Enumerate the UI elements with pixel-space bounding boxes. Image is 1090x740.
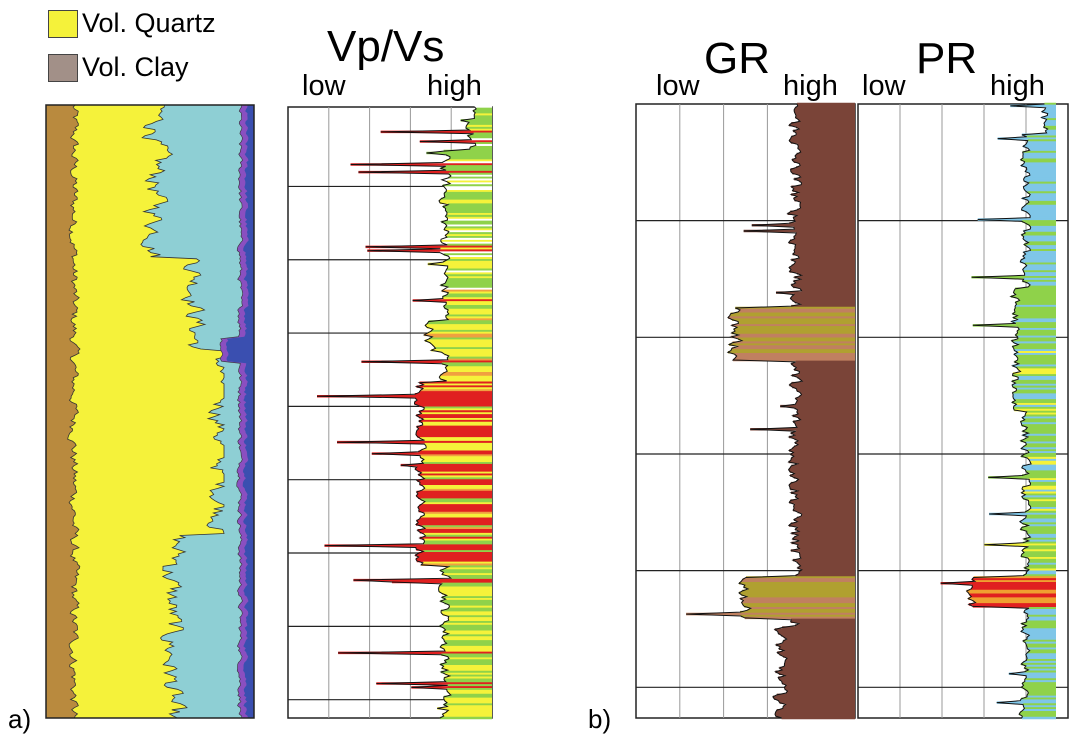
blue-band — [226, 105, 254, 718]
panel-b-letter: b) — [588, 704, 612, 734]
legend-swatch-quartz — [48, 10, 78, 38]
pr-title: PR — [916, 34, 978, 83]
gr-title: GR — [704, 34, 770, 83]
gr-low-label: low — [656, 70, 700, 102]
gr-trace — [686, 103, 804, 719]
pr-high-label: high — [990, 70, 1045, 102]
vpvs-low-label: low — [302, 70, 346, 102]
legend-label-quartz: Vol. Quartz — [82, 8, 216, 38]
purple-band — [219, 104, 255, 719]
vpvs-trace — [316, 106, 477, 719]
pr-low-label: low — [862, 70, 906, 102]
mineral-log-border — [45, 104, 255, 719]
quartz-area — [45, 104, 226, 719]
legend-swatch-clay — [48, 54, 78, 82]
clay-area — [45, 104, 81, 719]
legend-label-clay: Vol. Clay — [82, 52, 189, 82]
vpvs-title: Vp/Vs — [327, 22, 445, 71]
gr-high-label: high — [783, 70, 838, 102]
pr-trace — [940, 103, 1049, 719]
vpvs-high-label: high — [427, 70, 482, 102]
panel-a-letter: a) — [8, 704, 32, 734]
